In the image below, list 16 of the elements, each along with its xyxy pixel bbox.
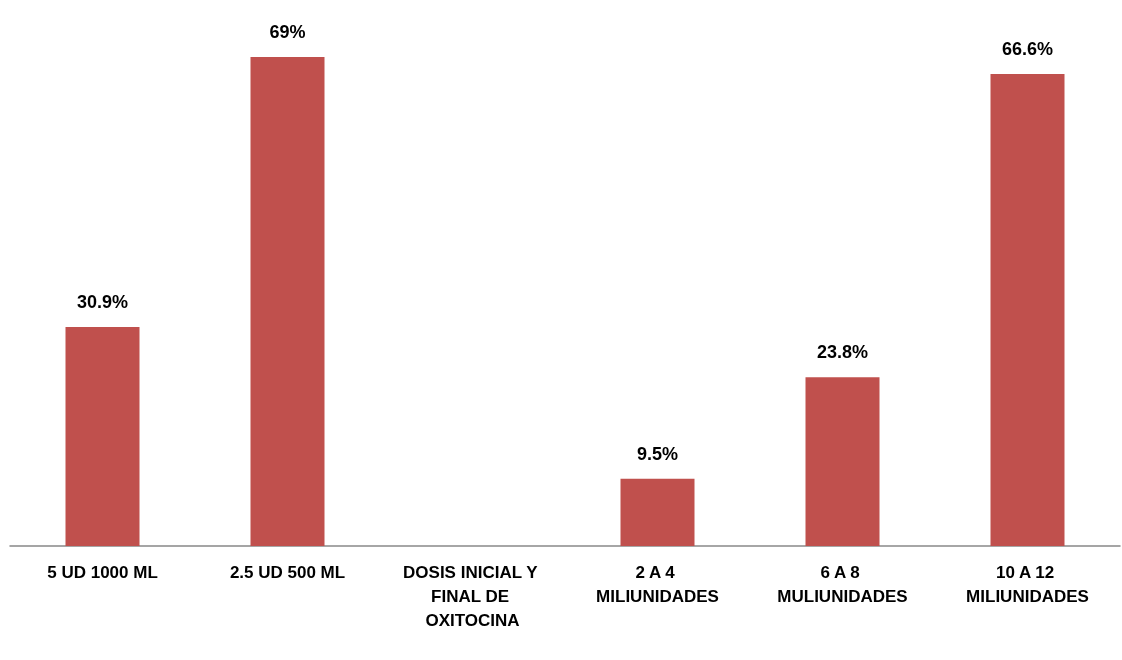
bar <box>990 74 1065 546</box>
x-tick-label: 2.5 UD 500 ML <box>229 562 346 582</box>
x-tick-label: 10 A 12 MILIUNIDADES <box>966 562 1089 606</box>
data-label: 69% <box>269 22 306 43</box>
bar <box>620 478 695 546</box>
data-label: 23.8% <box>816 342 869 363</box>
data-label: 66.6% <box>1001 39 1054 60</box>
bar <box>65 327 140 546</box>
x-tick-label: 2 A 4 MILIUNIDADES <box>596 562 719 606</box>
data-label: 30.9% <box>76 292 129 313</box>
bar <box>805 377 880 546</box>
x-tick-label: DOSIS INICIAL Y FINAL DE OXITOCINA <box>403 562 542 630</box>
data-label: 9.5% <box>636 443 679 464</box>
x-tick-label: 6 A 8 MULIUNIDADES <box>777 562 908 606</box>
x-tick-label: 5 UD 1000 ML <box>47 562 158 582</box>
bar <box>250 57 325 546</box>
